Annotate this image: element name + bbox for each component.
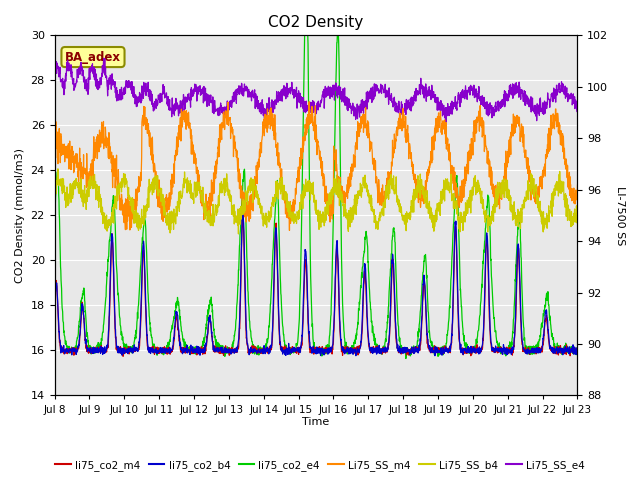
li75_co2_e4: [402, 356, 410, 361]
Li75_SS_m4: [573, 182, 581, 188]
li75_co2_m4: [239, 212, 247, 218]
Li75_SS_e4: [463, 88, 470, 94]
Li75_SS_e4: [442, 120, 450, 125]
li75_co2_m4: [573, 349, 581, 355]
li75_co2_m4: [119, 353, 127, 359]
li75_co2_e4: [77, 302, 85, 308]
li75_co2_e4: [559, 347, 566, 353]
Li75_SS_e4: [100, 56, 108, 61]
Li75_SS_m4: [77, 160, 85, 166]
li75_co2_b4: [559, 348, 566, 354]
X-axis label: Time: Time: [302, 417, 330, 427]
li75_co2_b4: [559, 352, 566, 358]
Li75_SS_m4: [51, 133, 58, 139]
Li75_SS_b4: [305, 178, 313, 183]
Li75_SS_e4: [305, 104, 313, 110]
Line: Li75_SS_b4: Li75_SS_b4: [54, 169, 577, 234]
Legend: li75_co2_m4, li75_co2_b4, li75_co2_e4, Li75_SS_m4, Li75_SS_b4, Li75_SS_e4: li75_co2_m4, li75_co2_b4, li75_co2_e4, L…: [51, 456, 589, 475]
Li75_SS_b4: [559, 182, 566, 188]
Li75_SS_b4: [54, 166, 62, 172]
Line: li75_co2_m4: li75_co2_m4: [54, 215, 577, 356]
Line: li75_co2_e4: li75_co2_e4: [54, 36, 577, 359]
li75_co2_b4: [573, 347, 581, 353]
li75_co2_b4: [463, 349, 470, 355]
Y-axis label: LI-7500 SS: LI-7500 SS: [615, 186, 625, 245]
Li75_SS_b4: [51, 192, 58, 198]
li75_co2_b4: [305, 329, 313, 335]
li75_co2_m4: [292, 349, 300, 355]
Li75_SS_m4: [285, 228, 293, 233]
Line: Li75_SS_m4: Li75_SS_m4: [54, 102, 577, 230]
Li75_SS_e4: [559, 84, 566, 90]
li75_co2_b4: [51, 306, 58, 312]
Li75_SS_b4: [235, 231, 243, 237]
Li75_SS_b4: [573, 212, 581, 217]
Li75_SS_e4: [573, 106, 581, 111]
Line: Li75_SS_e4: Li75_SS_e4: [54, 59, 577, 122]
li75_co2_b4: [77, 313, 85, 319]
li75_co2_b4: [291, 349, 299, 355]
Li75_SS_e4: [559, 81, 566, 87]
Li75_SS_e4: [291, 94, 299, 99]
Li75_SS_m4: [305, 99, 313, 105]
Li75_SS_b4: [463, 206, 470, 212]
Li75_SS_m4: [463, 163, 470, 169]
li75_co2_m4: [559, 348, 566, 354]
Y-axis label: CO2 Density (mmol/m3): CO2 Density (mmol/m3): [15, 148, 25, 283]
li75_co2_e4: [291, 349, 299, 355]
Title: CO2 Density: CO2 Density: [268, 15, 364, 30]
Li75_SS_b4: [77, 195, 85, 201]
Li75_SS_m4: [305, 122, 313, 128]
Li75_SS_m4: [559, 131, 566, 137]
li75_co2_m4: [77, 313, 85, 319]
Li75_SS_b4: [292, 218, 300, 224]
li75_co2_m4: [463, 350, 470, 356]
li75_co2_e4: [463, 347, 470, 352]
li75_co2_m4: [305, 341, 313, 347]
Text: BA_adex: BA_adex: [65, 50, 121, 63]
Li75_SS_b4: [559, 180, 566, 186]
li75_co2_m4: [559, 347, 566, 353]
li75_co2_e4: [573, 347, 581, 353]
li75_co2_e4: [305, 157, 313, 163]
Li75_SS_m4: [291, 195, 299, 201]
Li75_SS_e4: [51, 73, 58, 79]
li75_co2_b4: [239, 204, 247, 210]
li75_co2_e4: [301, 33, 308, 38]
li75_co2_e4: [559, 349, 566, 355]
Li75_SS_e4: [77, 67, 85, 73]
li75_co2_e4: [51, 211, 58, 217]
Li75_SS_m4: [559, 136, 566, 142]
li75_co2_m4: [51, 308, 58, 313]
li75_co2_b4: [431, 353, 439, 359]
Line: li75_co2_b4: li75_co2_b4: [54, 207, 577, 356]
